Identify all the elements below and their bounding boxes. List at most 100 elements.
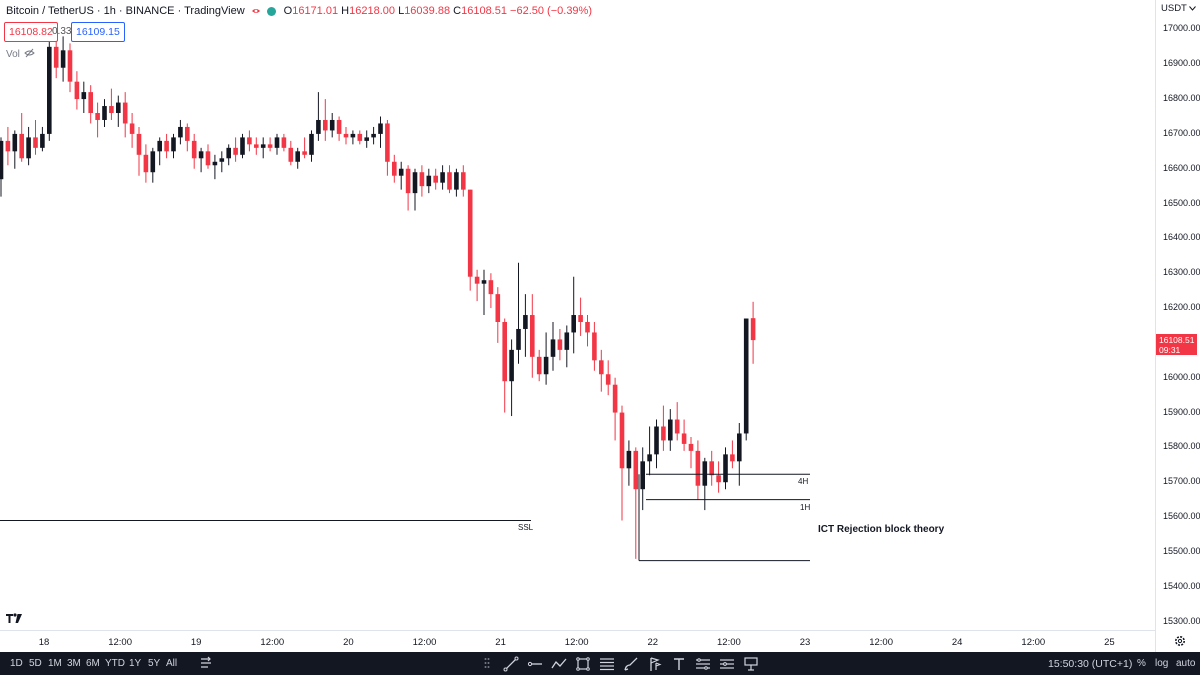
spread-value: 0.33 [52, 26, 72, 37]
price-tick-label: 15300.00 [1163, 615, 1200, 626]
range-button-5y[interactable]: 5Y [148, 658, 161, 669]
candle [440, 165, 445, 190]
candle [143, 144, 149, 183]
candle-body [550, 339, 556, 357]
candle [19, 113, 24, 162]
percent-scale-button[interactable]: % [1137, 658, 1146, 669]
clock-timezone[interactable]: 15:50:30 (UTC+1) [1048, 658, 1133, 670]
candle [405, 165, 411, 211]
currency-selector[interactable]: USDT [1161, 3, 1196, 14]
visibility-eye-icon[interactable] [251, 6, 261, 16]
candle-body [447, 172, 452, 190]
candle [185, 123, 190, 152]
candle-body [88, 92, 93, 114]
chevron-down-icon [1188, 3, 1196, 14]
candle-body [723, 454, 728, 483]
log-scale-button[interactable]: log [1155, 658, 1169, 669]
candle-body [481, 280, 487, 284]
date-range-picker-icon[interactable] [199, 656, 213, 670]
candle-body [392, 161, 397, 176]
candle [240, 133, 245, 159]
candle-body [19, 133, 24, 159]
candle-body [302, 151, 307, 155]
candle [302, 137, 307, 159]
drag-handle-icon[interactable] [476, 653, 497, 674]
candle [647, 426, 652, 476]
trend-line-icon[interactable] [500, 653, 521, 674]
volume-indicator-label[interactable]: Vol [6, 48, 35, 61]
candle-body [12, 133, 18, 152]
flag-icon[interactable] [644, 653, 665, 674]
candle-body [578, 315, 583, 322]
candle-body [633, 450, 639, 490]
candle-body [543, 356, 549, 375]
candle [198, 147, 204, 173]
candle [488, 273, 494, 309]
candle [109, 88, 114, 120]
candle [116, 95, 121, 127]
market-open-status-icon [266, 6, 276, 16]
candle [26, 126, 31, 166]
measure-icon[interactable] [716, 653, 737, 674]
candle [267, 137, 273, 152]
hidden-eye-icon[interactable] [24, 48, 35, 61]
candle [67, 43, 73, 93]
range-button-1d[interactable]: 1D [10, 658, 23, 669]
candle [371, 126, 376, 145]
candle-body [536, 356, 542, 375]
candle [585, 315, 590, 347]
candle [633, 447, 639, 559]
candle [461, 165, 466, 197]
candle-body [619, 412, 625, 469]
range-button-1m[interactable]: 1M [48, 658, 62, 669]
candle-body [433, 175, 438, 183]
candle-body [737, 433, 742, 462]
fib-icon[interactable] [596, 653, 617, 674]
candle-body [640, 461, 645, 490]
candle [74, 71, 80, 110]
annotation-text[interactable]: ICT Rejection block theory [818, 524, 945, 535]
range-button-1y[interactable]: 1Y [129, 658, 142, 669]
candle [516, 262, 521, 364]
candle-body [274, 137, 280, 148]
candle-body [212, 161, 218, 166]
range-button-6m[interactable]: 6M [86, 658, 100, 669]
candle-body [743, 318, 749, 434]
rectangle-icon[interactable] [572, 653, 593, 674]
candlestick-chart[interactable] [0, 0, 1155, 630]
price-scale[interactable] [1155, 0, 1200, 652]
candle [95, 102, 100, 138]
horizontal-ray-icon[interactable] [524, 653, 545, 674]
tradingview-logo-icon[interactable] [6, 612, 22, 627]
candle [599, 349, 604, 392]
candle [695, 440, 701, 500]
candle-body [136, 133, 142, 155]
range-button-3m[interactable]: 3M [67, 658, 81, 669]
candle [564, 325, 570, 368]
candle [543, 332, 549, 385]
auto-scale-button[interactable]: auto [1176, 658, 1196, 669]
symbol-title[interactable]: Bitcoin / TetherUS · 1h · BINANCE · Trad… [6, 5, 245, 17]
candle-body [191, 140, 197, 159]
time-scale[interactable] [0, 630, 1155, 652]
candle-body [502, 322, 507, 382]
long-position-icon[interactable] [692, 653, 713, 674]
path-icon[interactable] [548, 653, 569, 674]
buy-price-button[interactable]: 16109.15 [71, 22, 125, 42]
candle-body [102, 106, 107, 120]
range-button-ytd[interactable]: YTD [105, 658, 125, 669]
candle [102, 99, 107, 127]
candle-body [599, 360, 604, 375]
brush-icon[interactable] [620, 653, 641, 674]
price-tick-label: 16600.00 [1163, 162, 1200, 173]
range-button-all[interactable]: All [166, 658, 178, 669]
time-tick-label: 12:00 [717, 637, 741, 648]
candle-body [461, 172, 466, 190]
alert-icon[interactable] [740, 653, 761, 674]
gear-icon[interactable] [1173, 634, 1187, 651]
text-icon[interactable] [668, 653, 689, 674]
price-tick-label: 16500.00 [1163, 197, 1200, 208]
sell-price-button[interactable]: 16108.82 [4, 22, 58, 42]
chart-pane[interactable] [0, 0, 1155, 630]
range-button-5d[interactable]: 5D [29, 658, 42, 669]
